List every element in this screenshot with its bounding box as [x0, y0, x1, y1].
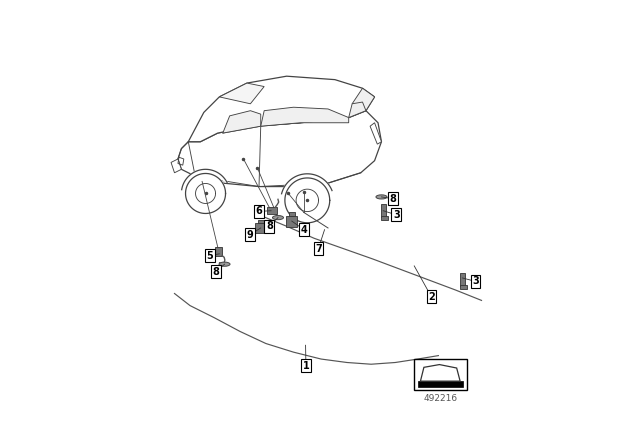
Ellipse shape — [219, 262, 230, 266]
FancyBboxPatch shape — [255, 223, 267, 233]
Text: 3: 3 — [472, 276, 479, 286]
Polygon shape — [178, 111, 381, 186]
Polygon shape — [370, 123, 381, 144]
Text: 6: 6 — [255, 207, 262, 216]
Text: 8: 8 — [212, 267, 220, 277]
Polygon shape — [285, 178, 330, 223]
Polygon shape — [171, 159, 181, 173]
Text: 7: 7 — [315, 244, 322, 254]
Ellipse shape — [273, 215, 284, 220]
Bar — [418, 381, 463, 388]
Text: 3: 3 — [393, 210, 399, 220]
Text: 4: 4 — [300, 225, 307, 235]
FancyBboxPatch shape — [258, 220, 264, 224]
Ellipse shape — [376, 195, 387, 199]
FancyBboxPatch shape — [268, 207, 276, 214]
Polygon shape — [220, 83, 264, 104]
Polygon shape — [186, 173, 225, 214]
FancyBboxPatch shape — [215, 246, 223, 256]
Text: 8: 8 — [266, 221, 273, 231]
FancyBboxPatch shape — [381, 204, 386, 217]
FancyBboxPatch shape — [460, 285, 467, 289]
Text: 9: 9 — [246, 230, 253, 240]
Polygon shape — [260, 107, 349, 126]
Polygon shape — [352, 88, 374, 111]
FancyBboxPatch shape — [460, 273, 465, 286]
Text: 5: 5 — [207, 250, 213, 261]
Polygon shape — [182, 169, 227, 190]
Bar — [413, 359, 467, 390]
FancyBboxPatch shape — [381, 216, 388, 220]
Polygon shape — [349, 102, 366, 117]
Text: 8: 8 — [389, 194, 396, 204]
Polygon shape — [223, 111, 260, 133]
Polygon shape — [282, 174, 332, 194]
Polygon shape — [188, 76, 374, 142]
FancyBboxPatch shape — [289, 212, 294, 216]
Text: 1: 1 — [303, 361, 309, 371]
Text: 2: 2 — [428, 292, 435, 302]
Text: 492216: 492216 — [423, 394, 458, 403]
FancyBboxPatch shape — [286, 215, 298, 227]
